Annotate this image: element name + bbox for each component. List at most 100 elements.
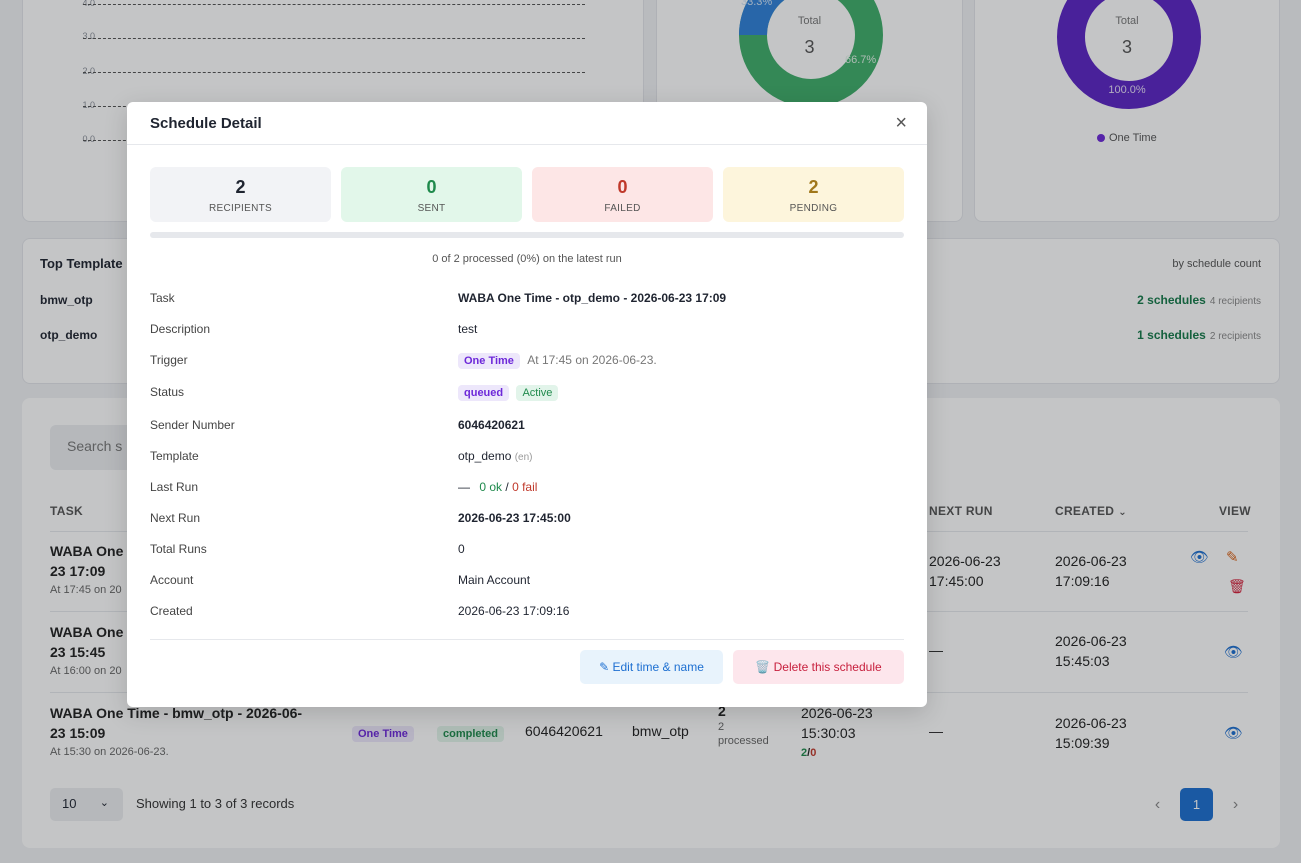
task-title: WABA One: [50, 624, 124, 640]
stat-value: 2: [235, 177, 246, 197]
column-header-label: CREATED: [1055, 504, 1115, 518]
table-row[interactable]: WABA One 23 17:09 At 17:45 on 20: [50, 541, 123, 596]
y-tick: 0.0: [82, 134, 95, 144]
account-value: Main Account: [458, 573, 531, 587]
donut-slice-label: 66.7%: [845, 54, 877, 66]
recipients-cell: 2 2 processed: [718, 703, 769, 747]
status-badge: queued: [458, 385, 510, 401]
donut-total-label: Total: [797, 15, 822, 27]
grid-line: [83, 38, 585, 39]
delete-trash-icon[interactable]: 🗑: [1228, 578, 1246, 594]
column-header-next-run[interactable]: NEXT RUN: [929, 504, 993, 518]
edit-pencil-icon[interactable]: ✎: [1226, 549, 1239, 566]
task-trigger-text: At 16:00 on 20: [50, 665, 122, 677]
column-header-view: VIEW: [1219, 504, 1251, 518]
sort-chevron-icon: ⌄: [1118, 507, 1127, 518]
stat-label: PENDING: [789, 203, 838, 214]
donut-slice-label: 100.0%: [1108, 84, 1146, 96]
top-templates-subtitle: by schedule count: [1172, 258, 1261, 270]
close-icon[interactable]: ×: [895, 112, 907, 134]
trigger-badge: One Time: [352, 726, 414, 742]
grid-line: [83, 72, 585, 73]
next-run-cell: —: [929, 723, 943, 739]
template-value: otp_demo: [458, 449, 512, 463]
stat-label: FAILED: [604, 203, 641, 214]
task-trigger-text: At 15:30 on 2026-06-23.: [50, 746, 169, 758]
template-recipients: 2 recipients: [1209, 331, 1261, 342]
stat-value: 2: [808, 177, 819, 197]
stat-recipients: 2 RECIPIENTS: [150, 167, 331, 222]
edit-time-name-button[interactable]: ✎ Edit time & name: [580, 650, 723, 684]
created-date: 2026-06-23: [1055, 553, 1127, 569]
donut-total-value: 3: [1121, 37, 1132, 57]
processed-label: processed: [718, 735, 769, 747]
template-row: otp_demo 1 schedules 2 recipients: [40, 328, 1261, 342]
created-time: 17:09:16: [1055, 573, 1110, 589]
task-title-cont: 23 17:09: [50, 563, 106, 579]
created-date: 2026-06-23: [1055, 633, 1127, 649]
next-page-button[interactable]: ›: [1232, 796, 1239, 813]
last-run-cell: 2026-06-23 15:30:03 2/0: [801, 705, 873, 759]
next-run-cell: —: [929, 642, 943, 658]
last-run-fail: 0 fail: [512, 480, 538, 494]
table-row[interactable]: WABA One 23 15:45 At 16:00 on 20: [50, 622, 123, 677]
task-title: WABA One Time - bmw_otp - 2026-06-: [50, 705, 303, 721]
last-run-ok: 2: [801, 747, 808, 759]
schedule-detail-modal: Schedule Detail × 2 RECIPIENTS 0 SENT 0 …: [127, 102, 927, 707]
column-header-created[interactable]: CREATED ⌄: [1055, 504, 1127, 518]
sender-value: 6046420621: [458, 418, 525, 432]
view-eye-icon[interactable]: 👁: [1190, 549, 1210, 566]
task-title-cont: 23 15:45: [50, 644, 106, 660]
stat-sent: 0 SENT: [341, 167, 522, 222]
template-recipients: 4 recipients: [1209, 296, 1261, 307]
template-name: bmw_otp: [40, 293, 93, 307]
task-title-cont: 23 15:09: [50, 725, 106, 741]
view-eye-icon[interactable]: 👁: [1224, 725, 1244, 742]
column-header-task[interactable]: TASK: [50, 504, 83, 518]
detail-label: Task: [150, 291, 175, 305]
detail-label: Created: [150, 604, 193, 618]
legend-label: One Time: [1109, 132, 1157, 144]
page-size-select[interactable]: 10 ⌄: [50, 788, 123, 821]
status-donut: [739, 0, 883, 107]
last-run-separator: /: [505, 480, 509, 494]
next-run-value: 2026-06-23 17:45:00: [458, 511, 571, 525]
top-templates-title: Top Template: [40, 256, 123, 271]
template-schedules: 1 schedules: [1137, 328, 1206, 342]
progress-bar: [150, 232, 904, 238]
created-cell: 2026-06-23 15:45:03: [1055, 631, 1127, 671]
table-row[interactable]: WABA One Time - bmw_otp - 2026-06- 23 15…: [50, 703, 302, 758]
legend-one-time[interactable]: One Time: [1097, 132, 1157, 144]
delete-schedule-button[interactable]: 🗑️ Delete this schedule: [733, 650, 904, 684]
detail-label: Account: [150, 573, 194, 587]
donut-total-value: 3: [804, 37, 815, 57]
last-run-date: 2026-06-23: [801, 705, 873, 721]
detail-label: Total Runs: [150, 542, 207, 556]
legend-dot: [1097, 134, 1105, 142]
donut-slice-one-time: [1057, 0, 1201, 109]
detail-label: Template: [150, 449, 199, 463]
last-run-fail: 0: [810, 747, 817, 759]
view-eye-icon[interactable]: 👁: [1224, 644, 1244, 661]
total-runs-value: 0: [458, 542, 465, 556]
showing-records: Showing 1 to 3 of 3 records: [136, 796, 295, 811]
stat-failed: 0 FAILED: [532, 167, 713, 222]
donut-total-label: Total: [1115, 15, 1139, 27]
created-date: 2026-06-23: [1055, 715, 1127, 731]
modal-header: Schedule Detail ×: [127, 102, 927, 145]
last-run-dash: —: [458, 480, 470, 494]
created-cell: 2026-06-23 17:09:16: [1055, 551, 1127, 591]
created-value: 2026-06-23 17:09:16: [458, 604, 570, 618]
stat-pending: 2 PENDING: [723, 167, 904, 222]
detail-label: Sender Number: [150, 418, 235, 432]
trigger-badge: One Time: [458, 353, 520, 369]
created-cell: 2026-06-23 15:09:39: [1055, 713, 1127, 753]
detail-label: Status: [150, 385, 185, 399]
y-tick: 1.0: [82, 100, 95, 110]
prev-page-button[interactable]: ‹: [1154, 796, 1161, 813]
template-cell: bmw_otp: [632, 723, 689, 739]
page-button-current[interactable]: 1: [1180, 788, 1213, 821]
next-run-cell: 2026-06-23 17:45:00: [929, 551, 1001, 591]
active-badge: Active: [516, 385, 559, 401]
modal-divider: [150, 639, 904, 640]
